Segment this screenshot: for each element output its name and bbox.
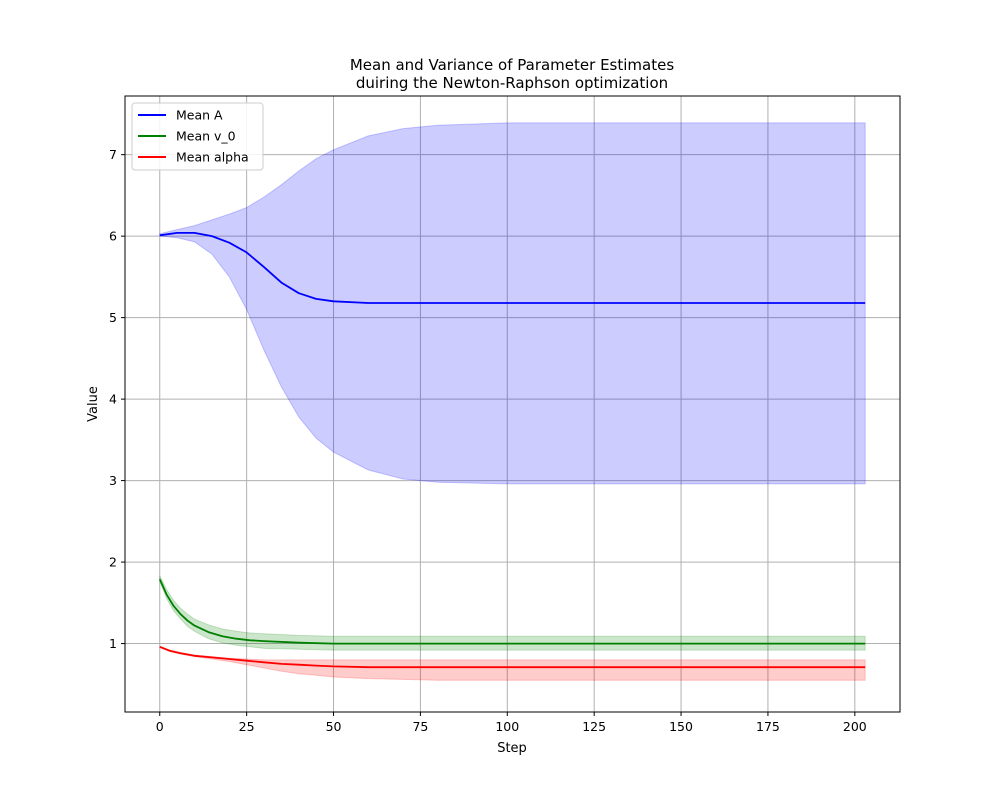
y-tick-label: 5 [109, 310, 117, 325]
legend-box [131, 102, 264, 171]
y-tick-label: 1 [109, 636, 117, 651]
chart-subtitle: duiring the Newton-Raphson optimization [356, 74, 668, 92]
x-axis-ticks: 0 25 50 75 100 125 150 175 200 [156, 712, 867, 734]
y-axis-ticks: 1 2 3 4 5 6 7 [109, 147, 125, 651]
line-mean-a [159, 231, 866, 304]
band-mean-v-0 [159, 575, 866, 651]
chart-title: Mean and Variance of Parameter Estimates [350, 56, 674, 74]
plot-area [125, 96, 900, 712]
mean-lines [158, 231, 866, 669]
legend-label-mean-a: Mean A [176, 108, 223, 123]
y-axis-label: Value [86, 386, 101, 422]
x-tick-label: 200 [843, 719, 867, 734]
legend-label-mean-v-0: Mean v_0 [176, 129, 236, 144]
plot-frame [124, 95, 901, 713]
line-mean-v-0 [158, 578, 866, 645]
x-tick-label: 175 [756, 719, 780, 734]
line-mean-alpha [159, 645, 866, 669]
x-tick-label: 0 [156, 719, 164, 734]
y-tick-label: 4 [109, 392, 117, 407]
y-tick-label: 2 [109, 555, 117, 570]
x-tick-label: 75 [412, 719, 428, 734]
band-mean-alpha [159, 646, 866, 681]
y-tick-label: 3 [109, 473, 117, 488]
x-tick-label: 25 [239, 719, 255, 734]
y-tick-label: 6 [109, 229, 117, 244]
legend: Mean A Mean v_0 Mean alpha [131, 102, 264, 171]
x-tick-label: 125 [582, 719, 606, 734]
x-axis-label: Step [497, 741, 527, 756]
grid [125, 96, 900, 712]
x-tick-label: 100 [495, 719, 519, 734]
legend-label-mean-alpha: Mean alpha [176, 150, 249, 165]
x-tick-label: 50 [326, 719, 342, 734]
x-tick-label: 150 [669, 719, 693, 734]
y-tick-label: 7 [109, 147, 117, 162]
